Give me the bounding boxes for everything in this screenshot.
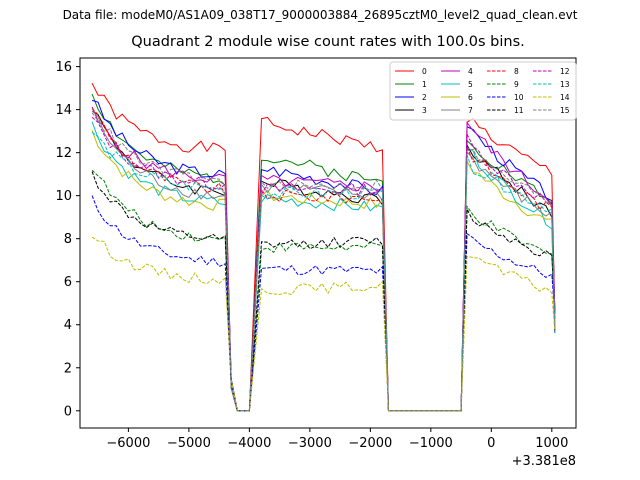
legend-label-13: 13 (560, 80, 570, 89)
x-tick-label: 1000 (535, 436, 568, 451)
series-line-9 (91, 169, 556, 412)
series-line-14 (91, 236, 556, 412)
x-tick-label: −5000 (167, 436, 211, 451)
y-tick-label: 14 (55, 103, 72, 118)
legend-label-5: 5 (468, 80, 473, 89)
series-line-15 (91, 112, 556, 412)
x-tick-label: −4000 (227, 436, 271, 451)
series-line-0 (91, 82, 556, 412)
legend-label-9: 9 (514, 80, 519, 89)
x-tick-label: −6000 (106, 436, 150, 451)
series-line-5 (91, 121, 556, 412)
x-tick-label: −3000 (288, 436, 332, 451)
x-tick-label: −2000 (348, 436, 392, 451)
y-tick-label: 0 (64, 404, 72, 419)
series-line-4 (91, 106, 556, 412)
legend-box (389, 61, 577, 121)
y-axis: 0 2 4 6 8 10 12 14 16 (55, 60, 80, 419)
legend-label-7: 7 (468, 106, 473, 115)
legend-label-3: 3 (422, 106, 427, 115)
y-tick-label: 4 (64, 318, 72, 333)
legend-label-2: 2 (422, 93, 427, 102)
x-tick-label: −1000 (409, 436, 453, 451)
series-line-3 (91, 110, 556, 412)
y-tick-label: 12 (55, 146, 72, 161)
series-line-13 (91, 131, 556, 412)
x-offset-label: +3.381e8 (512, 454, 576, 469)
series-line-8 (91, 108, 556, 412)
plot-frame (79, 57, 577, 429)
y-tick-label: 6 (64, 275, 72, 290)
y-tick-label: 8 (64, 232, 72, 247)
legend-label-4: 4 (468, 67, 473, 76)
legend-label-12: 12 (560, 67, 570, 76)
series-line-11 (91, 171, 556, 412)
series-line-12 (91, 116, 556, 412)
legend-label-0: 0 (422, 67, 427, 76)
legend-label-11: 11 (514, 106, 524, 115)
chart-title: Quadrant 2 module wise count rates with … (131, 34, 525, 50)
legend-label-8: 8 (514, 67, 519, 76)
series-line-6 (91, 130, 556, 412)
x-tick-label: 0 (487, 436, 495, 451)
series-line-2 (91, 99, 556, 412)
legend-label-10: 10 (514, 93, 524, 102)
legend-label-6: 6 (468, 93, 473, 102)
legend-label-14: 14 (560, 93, 570, 102)
series-layer (91, 82, 556, 412)
y-tick-label: 10 (55, 189, 72, 204)
y-tick-label: 2 (64, 361, 72, 376)
series-line-1 (91, 93, 556, 412)
y-tick-label: 16 (55, 60, 72, 75)
series-line-10 (91, 195, 556, 412)
x-axis: −6000 −5000 −4000 −3000 −2000 −1000 0 1000 (106, 428, 568, 451)
legend-label-15: 15 (560, 106, 570, 115)
legend-label-1: 1 (422, 80, 427, 89)
data-file-label: Data file: modeM0/AS1A09_038T17_90000038… (62, 8, 578, 22)
series-line-7 (91, 110, 556, 412)
